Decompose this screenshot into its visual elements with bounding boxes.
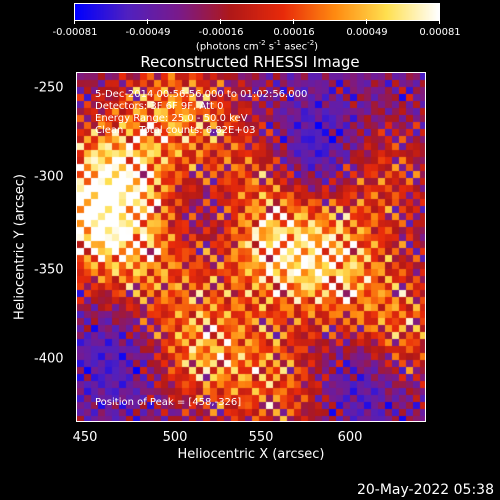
colorbar-tick-label: 0.00081 bbox=[419, 27, 461, 38]
colorbar-tick-label: -0.00081 bbox=[52, 27, 98, 38]
annotation-detectors: Detectors: 3F 6F 9F, Att 0 bbox=[95, 101, 224, 112]
x-tick-label: 500 bbox=[162, 430, 188, 445]
annotation-energy-range: Energy Range: 25.0 - 50.0 keV bbox=[95, 113, 248, 124]
colorbar-gradient bbox=[74, 3, 440, 21]
colorbar-tick-label: -0.00016 bbox=[198, 27, 244, 38]
chart-title: Reconstructed RHESSI Image bbox=[140, 53, 360, 71]
colorbar-tick bbox=[293, 19, 294, 24]
colorbar-tick-label: -0.00049 bbox=[125, 27, 171, 38]
y-tick-label: -300 bbox=[34, 169, 64, 185]
x-axis-label: Heliocentric X (arcsec) bbox=[177, 447, 325, 462]
colorbar-tick-label: 0.00016 bbox=[273, 27, 315, 38]
y-tick-label: -350 bbox=[34, 262, 64, 278]
x-tick-label: 600 bbox=[337, 430, 363, 445]
colorbar-tick bbox=[74, 19, 75, 24]
annotation-total-counts: Clean Total counts: 6.82E+03 bbox=[95, 125, 256, 136]
colorbar-tick bbox=[220, 19, 221, 24]
annotation-peak-position: Position of Peak = [458,-326] bbox=[95, 397, 242, 408]
x-tick-label: 450 bbox=[72, 430, 98, 445]
plot-area: 5-Dec-2014 00:56:56.000 to 01:02:56.000 … bbox=[76, 72, 426, 422]
colorbar-group bbox=[74, 3, 440, 24]
x-tick-label: 550 bbox=[248, 430, 274, 445]
colorbar-tick bbox=[439, 19, 440, 24]
colorbar-tick bbox=[366, 19, 367, 24]
heatmap-image bbox=[77, 73, 425, 421]
annotation-time-range: 5-Dec-2014 00:56:56.000 to 01:02:56.000 bbox=[95, 89, 308, 100]
y-tick-label: -400 bbox=[34, 351, 64, 367]
y-tick-label: -250 bbox=[34, 80, 64, 96]
colorbar-tick bbox=[147, 19, 148, 24]
colorbar-units-label: (photons cm-2 s-1 asec-2) bbox=[195, 39, 319, 53]
timestamp: 20-May-2022 05:38 bbox=[356, 482, 494, 498]
y-axis-label: Heliocentric Y (arcsec) bbox=[12, 174, 28, 320]
colorbar-tick-label: 0.00049 bbox=[346, 27, 388, 38]
